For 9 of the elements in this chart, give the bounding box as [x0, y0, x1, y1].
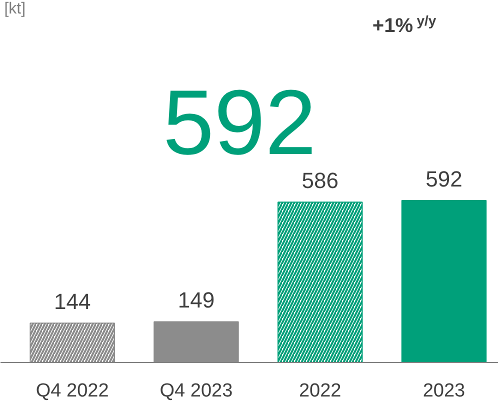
data-label: 592	[426, 166, 462, 192]
chart-title: [kt]	[4, 0, 26, 18]
data-label: 144	[54, 289, 91, 314]
x-tick-label: Q4 2022	[36, 380, 109, 402]
x-tick-label: 2022	[298, 380, 342, 402]
x-tick-label: 2023	[422, 380, 466, 402]
x-tick-label: Q4 2023	[160, 380, 233, 402]
data-label: 149	[178, 288, 215, 313]
bar	[401, 200, 487, 362]
